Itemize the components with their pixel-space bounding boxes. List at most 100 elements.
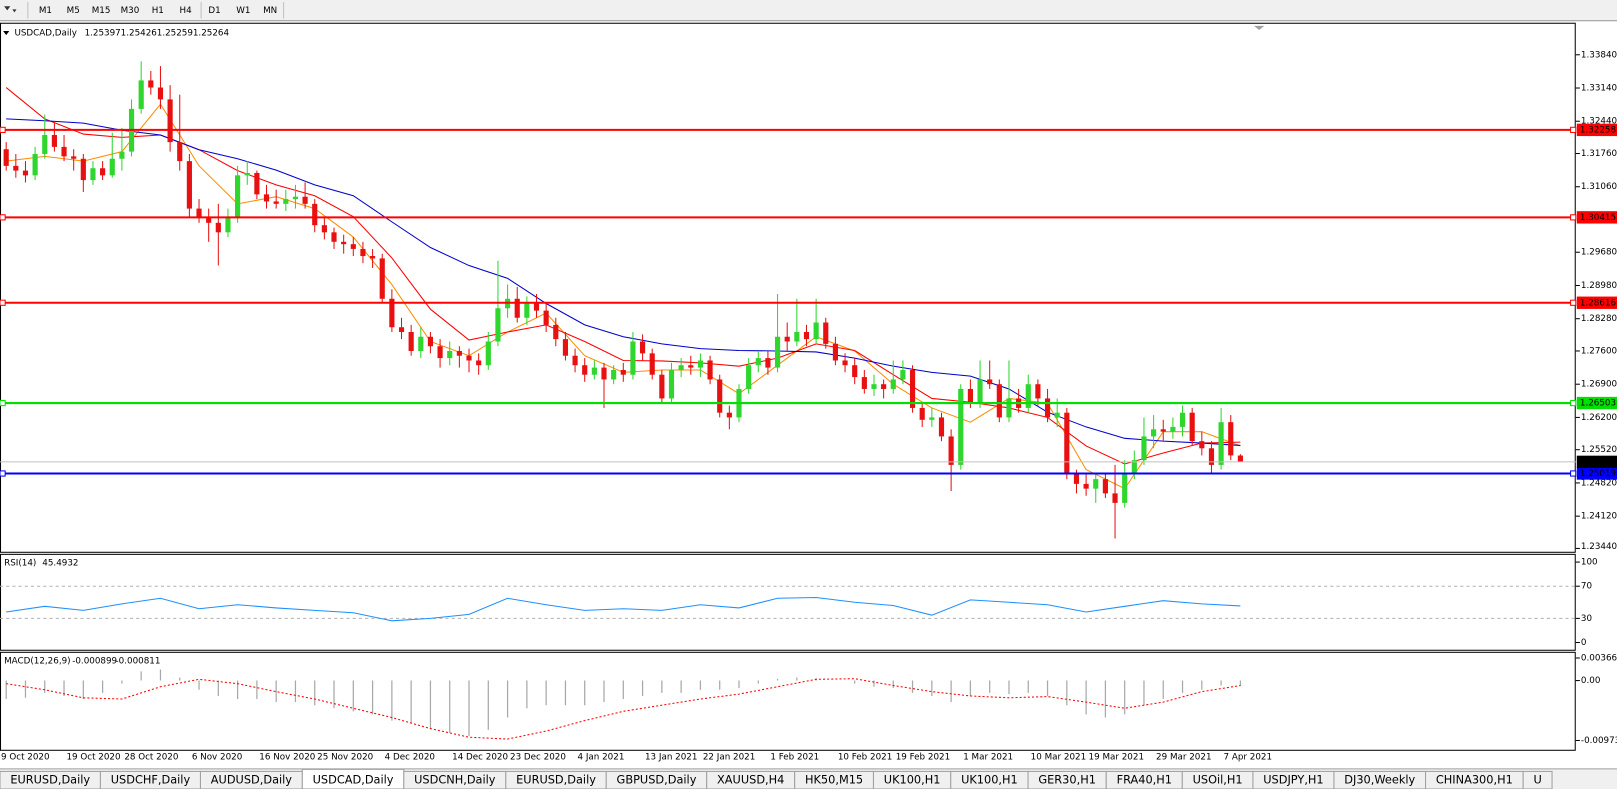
level-label-box xyxy=(1576,123,1617,137)
candle-body xyxy=(514,298,520,318)
candle-body xyxy=(543,310,549,325)
tab-label: USDJPY,H1 xyxy=(1263,773,1323,787)
x-tick-label: 10 Feb 2021 xyxy=(838,752,892,762)
timeframe-button[interactable]: H4 xyxy=(180,6,193,16)
level-handle xyxy=(0,470,6,477)
x-tick-label: 13 Jan 2021 xyxy=(645,752,697,762)
bid-label-box xyxy=(1576,455,1617,469)
y-tick-label: 1.26900 xyxy=(1581,380,1617,390)
candle-body xyxy=(630,341,636,375)
candle-body xyxy=(987,379,993,385)
tab[interactable]: EURUSD,Daily xyxy=(505,770,607,789)
timeframe-button[interactable]: D1 xyxy=(208,6,220,16)
candle-body xyxy=(572,355,578,366)
tab[interactable]: USDCNH,Daily xyxy=(403,770,507,789)
candle-body xyxy=(1237,455,1243,462)
x-tick-label: 1 Mar 2021 xyxy=(963,752,1013,762)
y-tick-label: 70 xyxy=(1581,582,1592,592)
candle-body xyxy=(22,170,29,176)
x-tick-label: 10 Mar 2021 xyxy=(1031,752,1086,762)
tab[interactable]: USDJPY,H1 xyxy=(1252,770,1335,789)
y-tick-label: 1.33140 xyxy=(1581,84,1617,94)
x-tick-label: 16 Nov 2020 xyxy=(259,752,315,762)
tab[interactable]: U xyxy=(1522,770,1553,789)
tab[interactable]: CHINA300,H1 xyxy=(1425,770,1524,789)
level-label: 1.32258 xyxy=(1580,125,1616,135)
candle-body xyxy=(312,203,318,226)
candle-body xyxy=(225,218,231,233)
candle-body xyxy=(61,146,67,157)
candle-body xyxy=(80,158,86,181)
level-label: 1.25019 xyxy=(1580,469,1616,479)
candle-body xyxy=(1006,398,1012,418)
tab[interactable]: GBPUSD,Daily xyxy=(605,770,708,789)
rsi-panel-border xyxy=(0,553,1576,651)
candle-body xyxy=(51,135,57,147)
candle-body xyxy=(591,367,597,375)
tab-label: FRA40,H1 xyxy=(1117,773,1172,787)
candle-body xyxy=(148,80,154,88)
candle-body xyxy=(948,436,954,465)
level-label: 1.26503 xyxy=(1580,399,1616,409)
timeframe-button[interactable]: H1 xyxy=(152,6,164,16)
candle-body xyxy=(109,158,115,176)
tab-label: DJ30,Weekly xyxy=(1344,773,1415,787)
macd-plot xyxy=(5,669,1242,740)
candle-body xyxy=(524,303,530,318)
tab[interactable]: USOil,H1 xyxy=(1181,770,1254,789)
cursor-dropdown[interactable] xyxy=(4,6,17,13)
candle-body xyxy=(832,343,838,361)
tab[interactable]: EURUSD,Daily xyxy=(0,770,101,789)
candle-body xyxy=(649,353,655,375)
tab[interactable]: HK50,M15 xyxy=(794,770,874,789)
candle-body xyxy=(389,298,395,328)
candle-body xyxy=(929,417,935,420)
timeframe-button[interactable]: M30 xyxy=(121,6,140,16)
tab[interactable]: USDCAD,Daily xyxy=(301,768,405,789)
candle-body xyxy=(533,303,540,311)
candle-body xyxy=(1122,474,1128,503)
y-tick-label: 1.27600 xyxy=(1581,346,1617,356)
candle-body xyxy=(784,336,790,342)
tab[interactable]: XAUUSD,H4 xyxy=(706,770,796,789)
candle-body xyxy=(379,258,385,299)
candle-body xyxy=(601,367,607,380)
candle-body xyxy=(823,322,829,344)
timeframe-button[interactable]: W1 xyxy=(236,6,250,16)
candle-body xyxy=(582,365,588,375)
timeframe-button[interactable]: M1 xyxy=(39,6,52,16)
tab-label: UK100,H1 xyxy=(884,773,941,787)
candle-body xyxy=(331,232,337,242)
level-handle xyxy=(0,126,6,133)
y-tick-label: 1.33840 xyxy=(1581,50,1617,60)
candle-body xyxy=(167,99,173,143)
tab[interactable]: DJ30,Weekly xyxy=(1333,770,1427,789)
timeframe-button[interactable]: M5 xyxy=(67,6,80,16)
tab[interactable]: USDCHF,Daily xyxy=(99,770,201,789)
level-handle xyxy=(0,214,6,221)
level-handle xyxy=(0,399,6,407)
y-tick-label: 0.003665 xyxy=(1581,653,1617,663)
tab[interactable]: UK100,H1 xyxy=(872,770,952,789)
tab[interactable]: FRA40,H1 xyxy=(1105,770,1183,789)
tab[interactable]: UK100,H1 xyxy=(950,770,1029,789)
candle-body xyxy=(697,360,704,368)
y-tick-label: 1.29680 xyxy=(1581,248,1617,258)
candle-body xyxy=(13,165,19,171)
tab[interactable]: GER30,H1 xyxy=(1027,770,1107,789)
candle-body xyxy=(157,87,164,100)
header-triangle xyxy=(3,30,10,36)
candle-body xyxy=(813,322,819,340)
timeframe-button[interactable]: M15 xyxy=(92,6,111,16)
tab-label: EURUSD,Daily xyxy=(516,773,596,787)
candle-body xyxy=(1093,479,1099,489)
tab[interactable]: AUDUSD,Daily xyxy=(199,770,303,789)
indicator-value: -0.000899 xyxy=(72,657,117,667)
candle-body xyxy=(235,175,241,219)
y-tick-label: 1.24120 xyxy=(1581,512,1617,522)
tab-label: USDCNH,Daily xyxy=(414,773,496,787)
moving-average xyxy=(6,118,1241,446)
timeframe-button[interactable]: MN xyxy=(263,6,277,16)
